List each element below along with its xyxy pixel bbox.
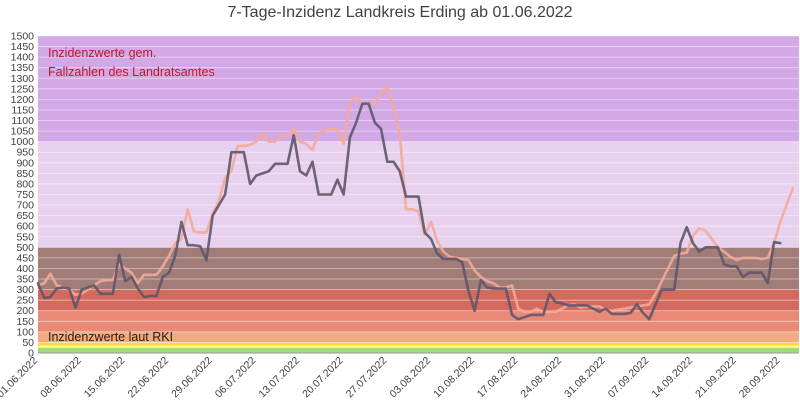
annotation-upper-line2: Fallzahlen des Landratsamtes xyxy=(48,65,215,79)
y-tick-label: 450 xyxy=(16,252,34,264)
y-tick-label: 350 xyxy=(16,274,34,286)
x-tick-label: 03.08.2022 xyxy=(387,355,433,401)
x-tick-label: 07.09.2022 xyxy=(606,355,652,401)
y-tick-label: 200 xyxy=(16,305,34,317)
x-tick-label: 08.06.2022 xyxy=(38,355,84,401)
y-tick-label: 1450 xyxy=(11,41,35,53)
y-tick-label: 1350 xyxy=(11,62,35,74)
y-tick-label: 0 xyxy=(28,348,34,360)
y-tick-label: 1050 xyxy=(11,126,35,138)
y-tick-label: 1150 xyxy=(11,104,34,116)
y-tick-label: 1400 xyxy=(11,52,35,64)
chart-title: 7-Tage-Inzidenz Landkreis Erding ab 01.0… xyxy=(227,4,572,21)
x-axis-ticks: 01.06.202208.06.202215.06.202222.06.2022… xyxy=(0,355,783,401)
x-tick-label: 21.09.2022 xyxy=(693,355,739,401)
y-axis-ticks: 0501001502002503003504004505005506006507… xyxy=(11,31,35,360)
y-tick-label: 650 xyxy=(16,210,34,222)
x-tick-label: 28.09.2022 xyxy=(737,355,783,401)
band-1 xyxy=(38,345,799,348)
annotation-lower: Inzidenzwerte laut RKI xyxy=(48,330,173,344)
y-tick-label: 250 xyxy=(16,295,34,307)
y-tick-label: 550 xyxy=(16,231,34,243)
band-0 xyxy=(38,347,799,353)
y-tick-label: 150 xyxy=(16,316,34,328)
y-tick-label: 1500 xyxy=(11,31,35,43)
x-tick-label: 01.06.2022 xyxy=(0,355,40,401)
y-tick-label: 950 xyxy=(16,147,34,159)
x-tick-label: 20.07.2022 xyxy=(300,355,346,401)
y-tick-label: 1100 xyxy=(11,115,34,127)
y-tick-label: 1000 xyxy=(11,136,35,148)
series-lines xyxy=(36,85,795,321)
x-tick-label: 29.06.2022 xyxy=(169,355,215,401)
y-tick-label: 800 xyxy=(16,178,34,190)
y-tick-label: 400 xyxy=(16,263,34,275)
gridlines xyxy=(38,35,799,354)
y-tick-label: 100 xyxy=(16,326,34,338)
y-tick-label: 1250 xyxy=(11,83,35,95)
y-tick-label: 750 xyxy=(16,189,34,201)
series-line-2 xyxy=(36,102,782,321)
x-tick-label: 31.08.2022 xyxy=(562,355,608,401)
y-tick-label: 600 xyxy=(16,221,34,233)
x-tick-label: 10.08.2022 xyxy=(431,355,477,401)
annotation-upper-line1: Inzidenzwerte gem. xyxy=(48,46,156,60)
y-tick-label: 1300 xyxy=(11,73,35,85)
y-tick-label: 900 xyxy=(16,157,34,169)
x-tick-label: 17.08.2022 xyxy=(475,355,521,401)
series-line-1 xyxy=(36,85,795,314)
band-2 xyxy=(38,342,799,346)
x-tick-label: 22.06.2022 xyxy=(125,355,171,401)
x-tick-label: 24.08.2022 xyxy=(518,355,564,401)
x-tick-label: 15.06.2022 xyxy=(82,355,128,401)
band-3 xyxy=(38,331,799,343)
x-tick-label: 13.07.2022 xyxy=(256,355,302,401)
x-tick-label: 27.07.2022 xyxy=(344,355,390,401)
x-tick-label: 14.09.2022 xyxy=(649,355,695,401)
y-tick-label: 300 xyxy=(16,284,34,296)
y-tick-label: 500 xyxy=(16,242,34,254)
x-tick-label: 06.07.2022 xyxy=(213,355,259,401)
y-tick-label: 50 xyxy=(22,337,34,349)
y-tick-label: 850 xyxy=(16,168,34,180)
y-tick-label: 700 xyxy=(16,200,34,212)
y-tick-label: 1200 xyxy=(11,94,35,106)
